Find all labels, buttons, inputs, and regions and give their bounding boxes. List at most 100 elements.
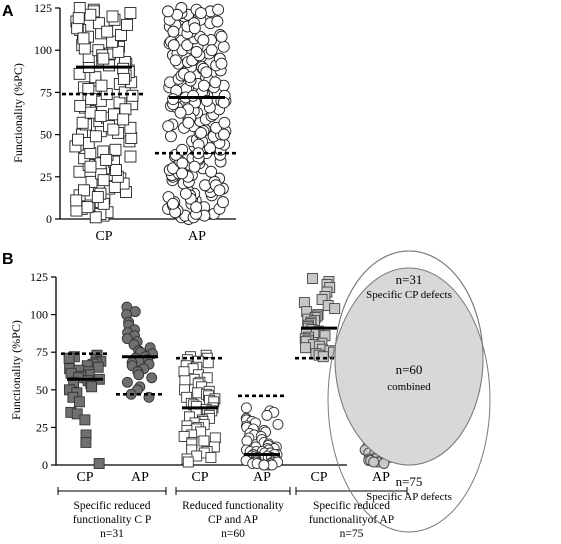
panel-b-category-label: CP: [76, 470, 93, 485]
panel-b-circle-point: [258, 459, 270, 471]
panel-a-square-point: [109, 143, 122, 156]
panel-b-circle-point: [240, 402, 252, 414]
panel-a-y-ticks: 0 25 50 75 100 125: [34, 1, 60, 226]
panel-a-square-point: [108, 180, 121, 193]
panel-a-square-point: [70, 194, 83, 207]
panel-a-circle-point: [167, 39, 180, 52]
panel-a-square-point: [81, 201, 94, 214]
panel-a-square-point: [119, 103, 132, 116]
panel-b-y-axis-label: Functionality (%PC): [9, 320, 23, 420]
panel-b-square-point: [92, 361, 104, 373]
panel-b-square-point: [198, 435, 210, 447]
panel-a-circle-point: [204, 142, 216, 155]
panel-a-circle-point: [188, 22, 201, 35]
panel-a-square-point: [70, 204, 83, 217]
panel-b-circle-point: [133, 369, 145, 381]
panel-a-square-point: [95, 79, 108, 92]
panel-b-square-point: [71, 408, 83, 420]
panel-a-circle-point: [217, 196, 229, 209]
venn-middle-label: combined: [387, 381, 431, 393]
panel-a-square-point: [84, 160, 97, 173]
panel-b-category-label: AP: [131, 470, 149, 485]
panel-a-square-point: [124, 121, 137, 134]
panel-b-y-tick-label: 25: [36, 420, 48, 434]
panel-b-group-label-line2: functionality C P: [73, 514, 152, 526]
panel-b-square-point: [209, 432, 221, 444]
panel-b-y-tick-label: 0: [42, 458, 48, 472]
venn-top-n: n=31: [396, 272, 423, 287]
panel-b-category-label: CP: [191, 470, 208, 485]
panel-a-y-tick-label: 125: [34, 1, 52, 15]
venn-diagram: n=31 Specific CP defects n=60 combined n…: [327, 250, 491, 533]
panel-a-square-point: [100, 153, 113, 166]
panel-a-circle-point: [167, 162, 179, 175]
panel-a-square-point: [126, 89, 139, 102]
panel-a-square-point: [89, 130, 102, 143]
panel-a-circle-point: [169, 54, 182, 67]
panel-a-circle-point: [174, 106, 187, 119]
panel-a-square-point: [101, 25, 114, 38]
panel-a-square-point: [77, 32, 90, 45]
venn-top-label: Specific CP defects: [366, 289, 452, 301]
panel-a-y-tick-label: 50: [40, 128, 52, 142]
panel-a-circle-point: [165, 130, 177, 143]
panel-a-circle-point: [182, 116, 195, 129]
panel-b-square-point: [329, 303, 341, 315]
panel-a-circle-point: [167, 25, 180, 38]
panel-a-square-point: [106, 10, 119, 23]
panel-a-circle-point: [205, 165, 218, 178]
panel-a-square-point: [112, 45, 125, 58]
panel-b-letter: B: [2, 251, 14, 268]
panel-a-square-point: [76, 116, 89, 129]
panel-a-circle-point: [190, 201, 203, 214]
panel-a-circle-point: [162, 120, 175, 133]
panel-a-square-point: [84, 106, 97, 119]
panel-a-circle-point: [197, 79, 210, 92]
panel-a-square-point: [91, 191, 104, 204]
venn-bottom-n: n=75: [396, 474, 423, 489]
panel-b-group-label-line1: Reduced functionality: [182, 500, 284, 512]
panel-b-square-point: [205, 452, 217, 463]
panel-b-y-tick-label: 50: [36, 383, 48, 397]
panel-a-circle-point: [181, 39, 194, 52]
panel-a-circle-point: [218, 128, 230, 141]
panel-b-group-labels: Specific reduced functionality C P n=31 Red…: [57, 487, 408, 540]
panel-a-square-point: [97, 174, 110, 187]
panel-a-square-point: [124, 150, 137, 163]
panel-a-square-point: [71, 22, 84, 35]
panel-a-circle-point: [176, 157, 189, 170]
panel-a-square-point: [117, 113, 130, 126]
panel-b-group-label-line2: functionalityof AP: [309, 514, 394, 526]
panel-b-group-n: n=31: [100, 528, 124, 540]
panel-a-category-label: AP: [188, 229, 206, 244]
panel-a-circle-point: [217, 40, 230, 53]
panel-b-square-point: [179, 375, 191, 387]
panel-a-square-point: [117, 72, 130, 85]
venn-middle-n: n=60: [396, 362, 423, 377]
panel-a-categories: CP AP: [95, 229, 206, 244]
panel-a-square-point: [85, 175, 98, 188]
panel-b-circle-point: [272, 418, 284, 430]
panel-b-square-point: [202, 357, 214, 369]
panel-a-circle-point: [215, 57, 228, 70]
panel-b-square-point: [86, 381, 98, 393]
panel-a-circle-point: [195, 126, 207, 139]
panel-b-square-point: [316, 294, 328, 306]
venn-ap-ellipse: [327, 267, 491, 533]
panel-a-circle-point: [162, 5, 174, 18]
panel-b-square-point: [79, 414, 91, 426]
panel-b-group-label-line1: Specific reduced: [74, 500, 151, 512]
panel-a-square-point: [110, 164, 122, 176]
panel-b-square-point: [195, 426, 207, 438]
panel-b-circle-point: [146, 372, 158, 384]
panel-b-group-n: n=75: [340, 528, 364, 540]
panel-a-square-point: [97, 52, 110, 65]
panel-a-square-point: [94, 110, 107, 122]
panel-a-circle-point: [194, 7, 207, 20]
panel-a-circle-point: [197, 34, 210, 47]
panel-a: A Functionality (%PC) 0 25 50 75 100 125 CP AP: [2, 1, 239, 244]
panel-a-circle-point: [179, 187, 192, 200]
panel-b-square-point: [298, 297, 310, 309]
panel-a-square-point: [84, 8, 97, 21]
